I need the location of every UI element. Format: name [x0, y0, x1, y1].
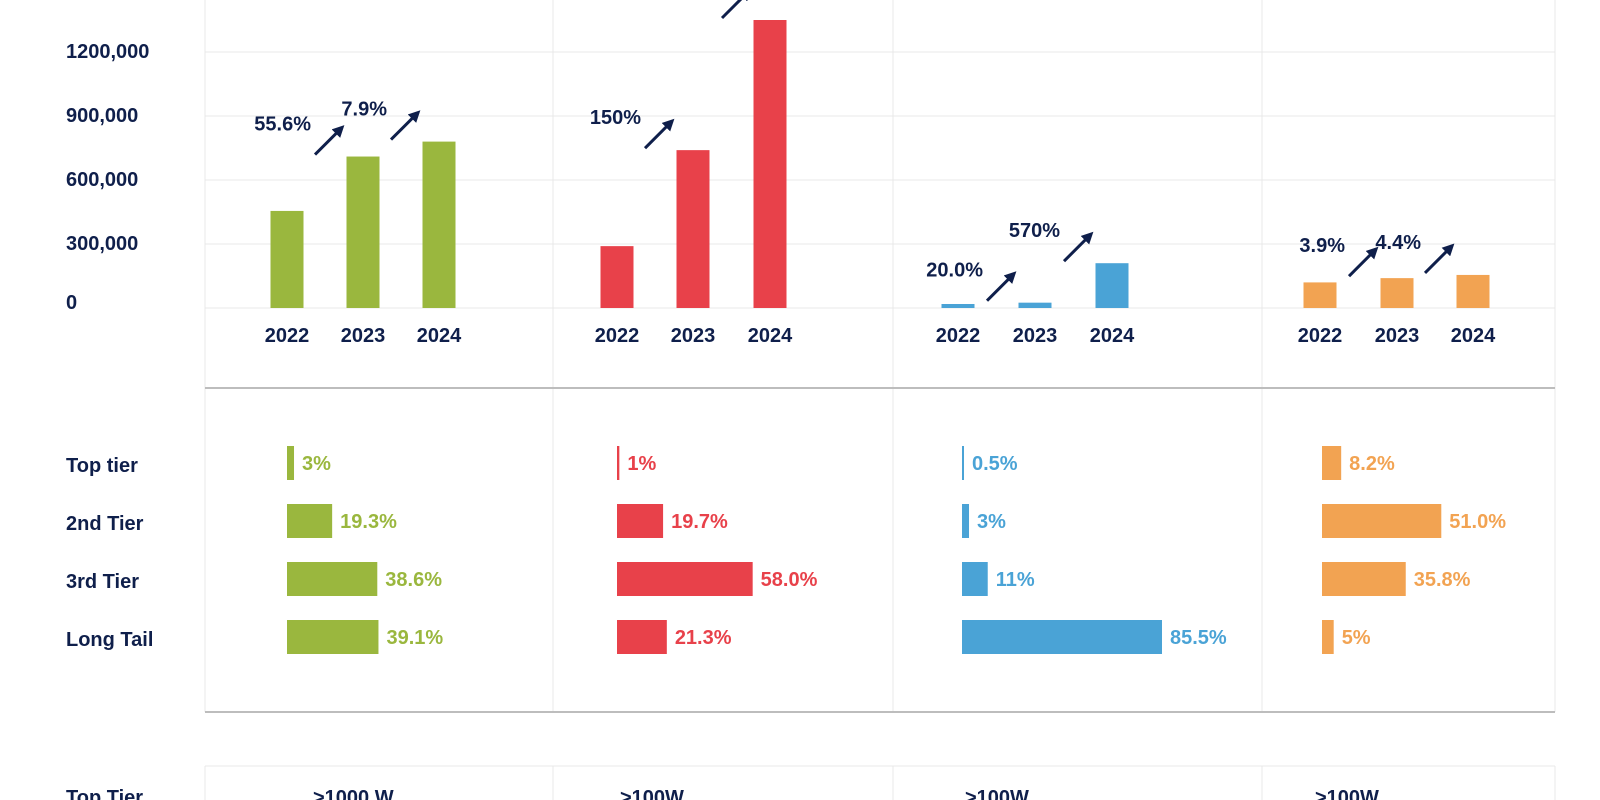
x-tick-label: 2022: [595, 325, 640, 347]
bar: [676, 150, 710, 308]
growth-arrow-icon: [1347, 246, 1379, 278]
y-tick-label: 1200,000: [66, 41, 149, 63]
tier-bar: [1322, 446, 1342, 480]
x-tick-label: 2023: [671, 325, 716, 347]
growth-arrow-icon: [1423, 243, 1455, 274]
tier-bar: [962, 562, 988, 596]
tier-data-label: 0.5%: [972, 453, 1018, 475]
tier-data-label: 58.0%: [761, 569, 818, 591]
x-tick-label: 2024: [417, 325, 462, 347]
table-row-label: Top Tier: [66, 787, 143, 800]
y-tick-label: 900,000: [66, 105, 138, 127]
x-tick-label: 2024: [1090, 325, 1135, 347]
tier-data-label: 39.1%: [386, 627, 443, 649]
y-tick-label: 600,000: [66, 169, 138, 191]
x-tick-label: 2023: [1375, 325, 1420, 347]
bar: [600, 246, 634, 308]
tier-label: Long Tail: [66, 629, 153, 651]
tier-data-label: 3%: [977, 511, 1006, 533]
bar: [1456, 274, 1490, 308]
tier-bar: [287, 504, 333, 538]
tier-bar: [287, 620, 379, 654]
x-tick-label: 2023: [341, 325, 386, 347]
table-cell: >100W: [1315, 787, 1379, 800]
tier-data-label: 5%: [1342, 627, 1371, 649]
tier-data-label: 19.3%: [340, 511, 397, 533]
y-tick-label: 0: [66, 292, 77, 314]
growth-label: 3.9%: [1299, 235, 1345, 257]
tier-label: Top tier: [66, 455, 138, 477]
tier-data-label: 35.8%: [1414, 569, 1471, 591]
tier-data-label: 19.7%: [671, 511, 728, 533]
growth-label: 55.6%: [254, 114, 311, 136]
tier-bar: [1322, 562, 1406, 596]
tier-bar: [617, 620, 667, 654]
growth-arrow-icon: [643, 118, 675, 150]
bar: [753, 20, 787, 308]
tier-data-label: 11%: [996, 569, 1035, 591]
table-cell: >100W: [620, 787, 684, 800]
tier-label: 2nd Tier: [66, 513, 144, 535]
growth-label: 150%: [590, 107, 641, 129]
tier-data-label: 38.6%: [385, 569, 442, 591]
growth-label: 4.4%: [1375, 232, 1421, 254]
x-tick-label: 2024: [1451, 325, 1496, 347]
tier-data-label: 1%: [627, 453, 656, 475]
x-tick-label: 2022: [265, 325, 310, 347]
tier-data-label: 85.5%: [1170, 627, 1227, 649]
bar: [422, 141, 456, 308]
x-tick-label: 2022: [936, 325, 981, 347]
tier-bar: [962, 504, 970, 538]
growth-arrow-icon: [720, 0, 752, 20]
tier-bar: [287, 562, 378, 596]
tier-bar: [962, 446, 964, 480]
tier-label: 3rd Tier: [66, 571, 139, 593]
tier-bar: [287, 446, 295, 480]
tier-bar: [617, 562, 753, 596]
bar: [941, 304, 975, 308]
bar: [346, 156, 380, 308]
tier-bar: [962, 620, 1162, 654]
tier-data-label: 8.2%: [1349, 453, 1395, 475]
growth-label: 570%: [1009, 220, 1060, 242]
y-tick-label: 300,000: [66, 233, 138, 255]
growth-label: 7.9%: [341, 99, 387, 121]
tier-data-label: 21.3%: [675, 627, 732, 649]
growth-arrow-icon: [313, 125, 345, 156]
growth-arrow-icon: [389, 110, 421, 141]
tier-bar: [617, 504, 664, 538]
growth-arrow-icon: [1062, 231, 1094, 263]
x-tick-label: 2022: [1298, 325, 1343, 347]
x-tick-label: 2024: [748, 325, 793, 347]
bar: [1303, 282, 1337, 308]
growth-arrow-icon: [985, 271, 1017, 302]
bar: [1380, 278, 1414, 308]
tier-data-label: 3%: [302, 453, 331, 475]
table-cell: >100W: [965, 787, 1029, 800]
bar: [1018, 302, 1052, 308]
bar: [1095, 263, 1129, 308]
tier-bar: [617, 446, 620, 480]
tier-bar: [1322, 504, 1442, 538]
table-cell: >1000 W: [313, 787, 394, 800]
tier-data-label: 51.0%: [1449, 511, 1506, 533]
x-tick-label: 2023: [1013, 325, 1058, 347]
growth-label: 20.0%: [926, 260, 983, 282]
bar: [270, 210, 304, 308]
tier-bar: [1322, 620, 1334, 654]
